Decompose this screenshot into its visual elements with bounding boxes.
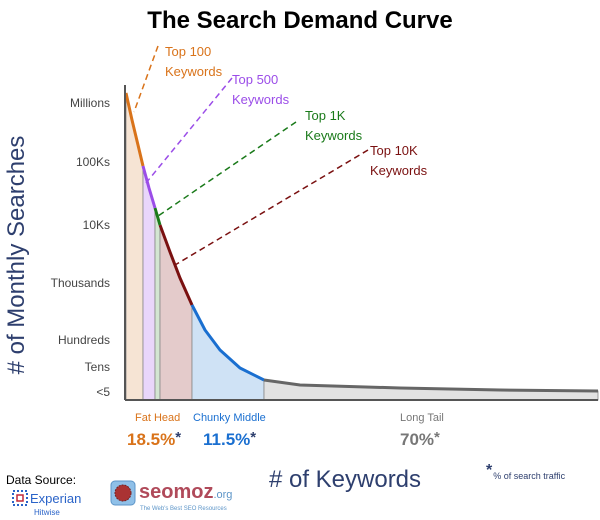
segment-curve-4 xyxy=(190,304,265,382)
seomoz-org-text: .org xyxy=(213,489,232,501)
segment-curve-1 xyxy=(141,165,157,209)
callout-label: Top 100 xyxy=(165,44,211,59)
segment-curve-5 xyxy=(263,378,599,393)
y-axis-label: # of Monthly Searches xyxy=(3,136,30,375)
group-percent: 11.5%* xyxy=(203,429,256,449)
footnote-asterisk: * xyxy=(486,462,493,479)
callout-line xyxy=(133,45,159,113)
callout-line xyxy=(145,77,233,184)
x-axis-label: # of Keywords xyxy=(269,466,421,493)
seomoz-text: seomoz xyxy=(139,481,213,503)
hitwise-text: Hitwise xyxy=(34,508,60,517)
group-percent: 18.5%* xyxy=(127,429,181,449)
segment-area-4 xyxy=(191,304,265,401)
group-label: Long Tail xyxy=(400,412,444,424)
callout-label: Keywords xyxy=(370,163,428,178)
callout-label: Top 500 xyxy=(232,72,278,87)
y-tick-label: <5 xyxy=(96,385,110,399)
group-percent: 70%* xyxy=(400,429,440,449)
y-tick-label: Millions xyxy=(70,96,110,110)
callout-label: Top 10K xyxy=(370,143,418,158)
callout-label: Keywords xyxy=(305,128,363,143)
segment-area-2 xyxy=(154,207,161,401)
data-source-label: Data Source: xyxy=(6,473,76,487)
segment-curve-0 xyxy=(124,92,145,167)
callout-line xyxy=(157,121,297,217)
y-tick-label: Tens xyxy=(85,360,110,374)
callout-label: Keywords xyxy=(165,64,223,79)
y-tick-label: Thousands xyxy=(51,276,110,290)
chart-title: The Search Demand Curve xyxy=(147,7,452,34)
segment-area-0 xyxy=(125,92,144,401)
footnote: % of search traffic xyxy=(493,471,565,481)
y-tick-label: 100Ks xyxy=(76,155,110,169)
callout-label: Top 1K xyxy=(305,108,346,123)
y-tick-label: Hundreds xyxy=(58,333,110,347)
callout-line xyxy=(174,149,369,266)
callout-label: Keywords xyxy=(232,92,290,107)
experian-logo: Experian Hitwise xyxy=(12,490,81,517)
y-tick-label: 10Ks xyxy=(83,218,110,232)
seomoz-logo: seomoz.org The Web's Best SEO Resources xyxy=(110,480,232,512)
seomoz-wordmark: seomoz.org xyxy=(139,481,232,503)
segment-curve-2 xyxy=(153,207,162,226)
seomoz-tagline: The Web's Best SEO Resources xyxy=(140,506,227,512)
experian-text: Experian xyxy=(30,491,81,506)
group-label: Chunky Middle xyxy=(193,412,266,424)
segment-area-3 xyxy=(159,224,193,401)
group-label: Fat Head xyxy=(135,412,180,424)
footnote-line: *% of search traffic xyxy=(486,462,566,481)
